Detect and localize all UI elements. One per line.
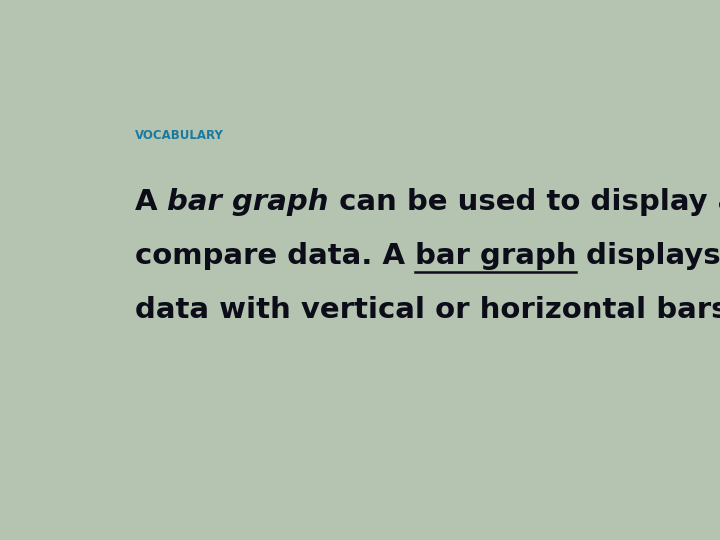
Text: displays: displays bbox=[576, 242, 720, 271]
Text: bar graph: bar graph bbox=[415, 242, 576, 271]
Text: A: A bbox=[135, 188, 167, 217]
Text: bar graph: bar graph bbox=[167, 188, 329, 217]
Text: VOCABULARY: VOCABULARY bbox=[135, 129, 223, 142]
Text: can be used to display and: can be used to display and bbox=[329, 188, 720, 217]
Text: compare data. A: compare data. A bbox=[135, 242, 415, 271]
Text: data with vertical or horizontal bars.: data with vertical or horizontal bars. bbox=[135, 296, 720, 325]
